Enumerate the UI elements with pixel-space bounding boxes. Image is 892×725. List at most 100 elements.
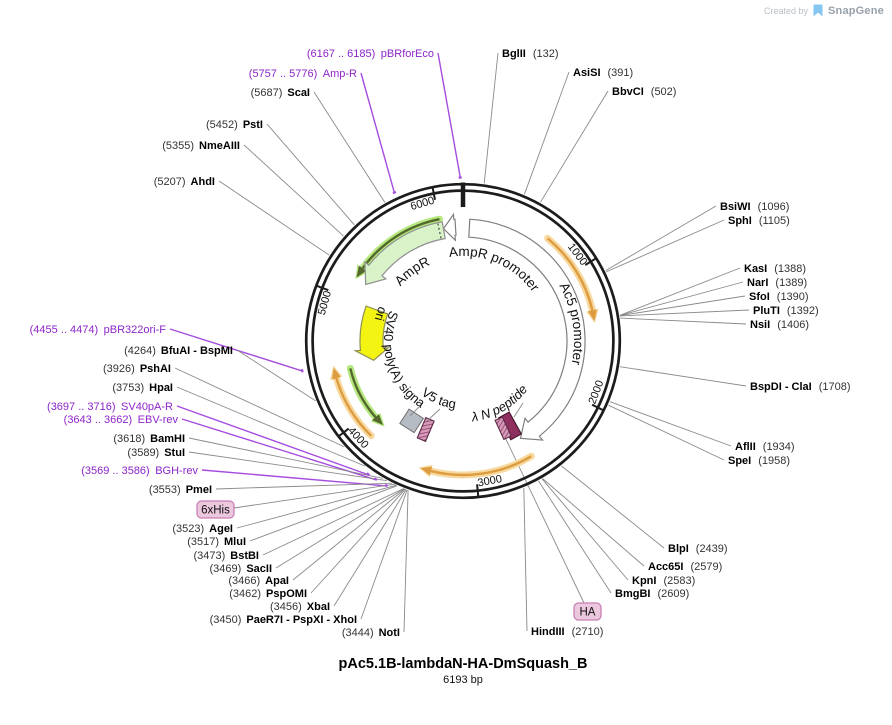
plasmid-size: 6193 bp: [339, 674, 588, 686]
leader-Amp-R: [361, 73, 394, 192]
site-label-BsiWI[interactable]: BsiWI(1096): [720, 201, 789, 213]
orf-bottom[interactable]: [419, 456, 532, 477]
leader-pBRforEco: [438, 53, 460, 177]
created-by-label: Created by: [764, 6, 808, 16]
site-label-ApaI[interactable]: (3466)ApaI: [228, 575, 289, 587]
leader-BGH-rev: [202, 470, 386, 486]
feature-SV40-polyA-signal[interactable]: [400, 409, 423, 432]
primer-mark-pBR322ori-F[interactable]: [302, 369, 303, 372]
site-label-PmeI[interactable]: (3553)PmeI: [149, 484, 212, 496]
snapgene-logo-icon: [813, 4, 823, 17]
site-label-SfoI[interactable]: SfoI(1390): [749, 291, 809, 303]
svg-text:6xHis: 6xHis: [201, 505, 230, 517]
site-label-Amp-R[interactable]: (5757 .. 5776) Amp-R: [249, 68, 357, 80]
site-label-ScaI[interactable]: (5687)ScaI: [251, 87, 310, 99]
leader-HindIII: [524, 488, 527, 631]
primer-mark-Amp-R[interactable]: [393, 192, 396, 193]
leader-ScaI: [314, 92, 385, 203]
site-label-AgeI[interactable]: (3523)AgeI: [172, 523, 233, 535]
leader-AhdI: [219, 181, 329, 255]
leader-NarI: [620, 282, 743, 315]
tick-label-5000: 5000: [316, 290, 334, 317]
leader-KasI: [620, 268, 740, 315]
site-label-MluI[interactable]: (3517)MluI: [187, 536, 246, 548]
site-label-NarI[interactable]: NarI(1389): [747, 277, 807, 289]
site-label-BlpI[interactable]: BlpI(2439): [668, 543, 728, 555]
site-label-BspDI - ClaI[interactable]: BspDI - ClaI(1708): [750, 381, 851, 393]
plasmid-name: pAc5.1B-lambdaN-HA-DmSquash_B: [339, 656, 588, 672]
site-label-AsiSI[interactable]: AsiSI(391): [573, 67, 633, 79]
site-label-KasI[interactable]: KasI(1388): [744, 263, 806, 275]
site-label-HindIII[interactable]: HindIII(2710): [531, 626, 603, 638]
leader-badge-HA: [503, 433, 584, 603]
site-label-PspOMI[interactable]: (3462)PspOMI: [229, 588, 307, 600]
leader-BglII: [484, 53, 498, 183]
leader-SphI: [606, 220, 724, 272]
site-label-EBV-rev[interactable]: (3643 .. 3662) EBV-rev: [64, 414, 179, 426]
leader-PstI: [267, 124, 354, 225]
primer-mark-EBV-rev[interactable]: [374, 478, 377, 480]
site-label-NsiI[interactable]: NsiI(1406): [750, 319, 809, 331]
site-label-NotI[interactable]: (3444)NotI: [342, 627, 400, 639]
site-label-PstI[interactable]: (5452)PstI: [206, 119, 263, 131]
feature-badge-HA[interactable]: HA: [574, 603, 601, 620]
leader-NmeAIII: [244, 145, 344, 236]
leader-AsiSI: [524, 72, 569, 194]
snapgene-brand: SnapGene: [828, 5, 884, 17]
leader-NotI: [404, 490, 408, 632]
site-label-BamHI[interactable]: (3618)BamHI: [113, 433, 185, 445]
site-label-SV40pA-R[interactable]: (3697 .. 3716) SV40pA-R: [47, 401, 173, 413]
site-label-KpnI[interactable]: KpnI(2583): [632, 575, 695, 587]
site-label-BbvCI[interactable]: BbvCI(502): [612, 86, 676, 98]
feature-label-V5 tag: V5 tag: [419, 385, 457, 412]
leader-BbvCI: [541, 91, 609, 202]
leader-SpeI: [609, 405, 725, 460]
leader-PaeR7I - PspXI - XhoI: [361, 490, 407, 619]
site-label-PaeR7I - PspXI - XhoI[interactable]: (3450)PaeR7I - PspXI - XhoI: [210, 614, 357, 626]
site-label-Acc65I[interactable]: Acc65I(2579): [648, 561, 722, 573]
leader-AgeI: [237, 485, 396, 528]
feature-label-Ac5 promoter: Ac5 promoter: [557, 280, 587, 367]
leader-V5-tag: [427, 409, 440, 421]
site-label-SacII[interactable]: (3469)SacII: [210, 563, 272, 575]
site-label-pBR322ori-F[interactable]: (4455 .. 4474) pBR322ori-F: [30, 324, 167, 336]
leader-AflII: [610, 402, 731, 446]
site-label-BstBI[interactable]: (3473)BstBI: [193, 550, 259, 562]
site-label-NmeAIII[interactable]: (5355)NmeAIII: [162, 140, 240, 152]
site-label-BmgBI[interactable]: BmgBI(2609): [615, 588, 689, 600]
site-label-PluTI[interactable]: PluTI(1392): [753, 305, 819, 317]
primer-mark-BGH-rev[interactable]: [385, 485, 388, 486]
plasmid-title-block: pAc5.1B-lambdaN-HA-DmSquash_B 6193 bp: [339, 656, 588, 686]
site-label-XbaI[interactable]: (3456)XbaI: [270, 601, 330, 613]
site-labels[interactable]: (6167 .. 6185) pBRforEco (5757 .. 5776) A…: [30, 48, 851, 639]
leader-BspDI - ClaI: [620, 367, 746, 386]
feature-badge-6xHis[interactable]: 6xHis: [197, 501, 234, 518]
snapgene-credit: Created by SnapGene: [764, 4, 884, 17]
site-label-AhdI[interactable]: (5207)AhdI: [154, 176, 215, 188]
leader-BmgBI: [539, 481, 612, 593]
leader-XbaI: [334, 490, 406, 607]
site-label-HpaI[interactable]: (3753)HpaI: [112, 382, 173, 394]
tick-label-6000: 6000: [409, 195, 436, 213]
site-label-BglII[interactable]: BglII(132): [502, 48, 559, 60]
site-label-BGH-rev[interactable]: (3569 .. 3586) BGH-rev: [81, 465, 198, 477]
leader-BfuAI - BspMI: [237, 350, 316, 401]
primer-mark-SV40pA-R[interactable]: [367, 473, 370, 475]
leader-BsiWI: [606, 206, 716, 271]
leader-NsiI: [620, 318, 746, 324]
leader-BlpI: [561, 466, 664, 548]
site-label-SphI[interactable]: SphI(1105): [728, 215, 790, 227]
site-label-AflII[interactable]: AflII(1934): [735, 441, 795, 453]
leader-BstBI: [263, 489, 404, 556]
site-label-SpeI[interactable]: SpeI(1958): [728, 455, 790, 467]
site-leader-lines: [170, 53, 749, 632]
site-label-pBRforEco[interactable]: (6167 .. 6185) pBRforEco: [307, 48, 434, 60]
leader-KpnI: [542, 479, 628, 580]
site-label-StuI[interactable]: (3589)StuI: [127, 447, 185, 459]
leader-ApaI: [293, 489, 405, 580]
site-label-BfuAI - BspMI[interactable]: (4264)BfuAI - BspMI: [124, 345, 233, 357]
site-label-PshAI[interactable]: (3926)PshAI: [103, 363, 171, 375]
